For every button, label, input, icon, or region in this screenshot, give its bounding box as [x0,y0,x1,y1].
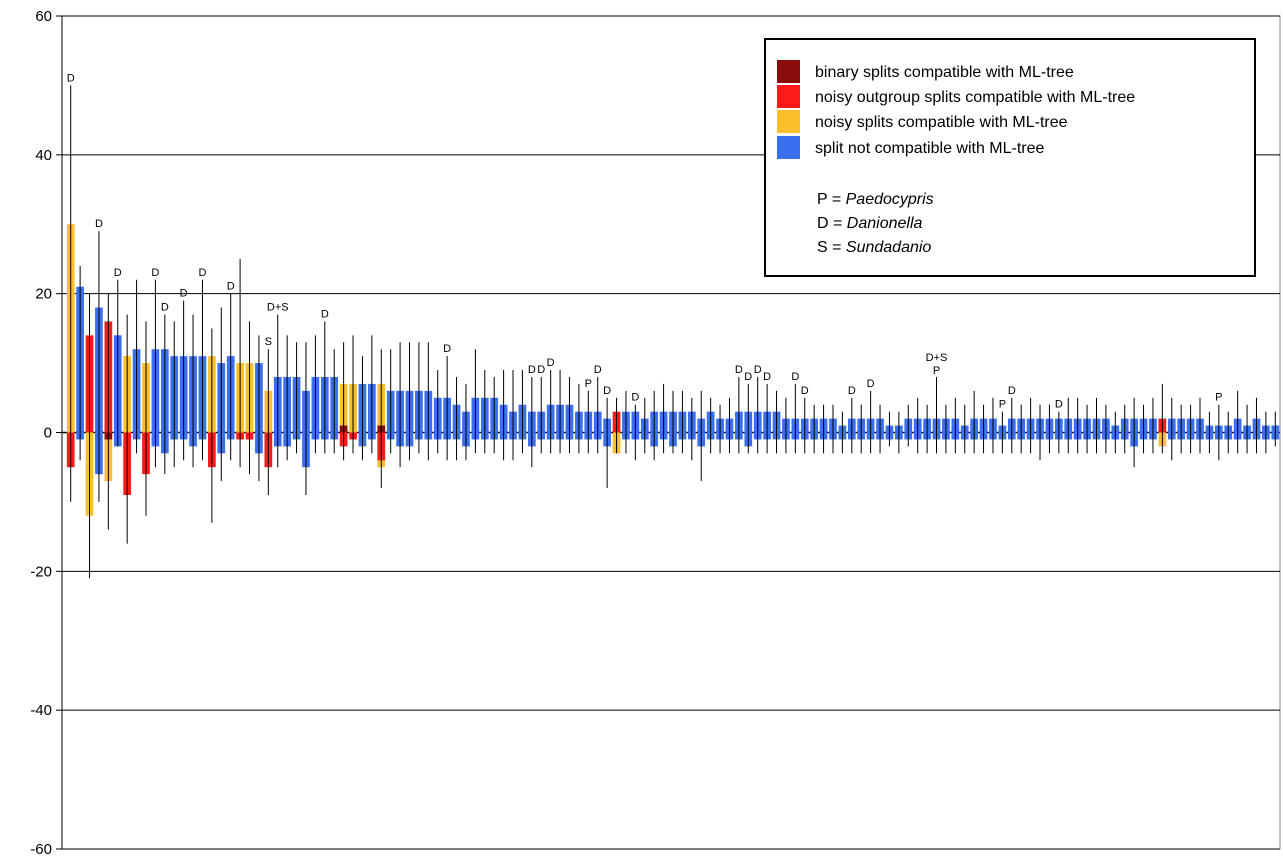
taxon-annotation: D [594,364,602,376]
taxon-annotation: D [754,364,762,376]
legend-box [764,38,1256,277]
legend-swatch-binary [777,60,800,83]
taxon-annotation: D [198,267,206,279]
taxon-annotation: D [537,364,545,376]
legend-swatch-noisy [777,110,800,133]
taxon-annotation: D [867,378,875,390]
y-axis: 60 40 20 0 -20 -40 -60 [30,8,63,858]
taxon-annotation: D [95,218,103,230]
taxon-annotation: D [848,385,856,397]
y-tick-label: 0 [44,425,52,442]
legend-swatch-incompatible [777,136,800,159]
taxon-annotation: D [791,371,799,383]
taxon-annotation: D+S [926,352,948,364]
y-tick-label: 20 [35,286,52,303]
taxon-annotation: D [631,392,639,404]
legend-label-binary: binary splits compatible with ML-tree [815,64,1074,81]
taxon-annotation: D [151,267,159,279]
taxon-annotation: D [443,343,451,355]
legend-swatch-outgroup [777,85,800,108]
taxon-annotation: D [603,385,611,397]
taxon-annotation: D [180,288,188,300]
y-tick-label: 60 [35,8,52,25]
taxon-annotation: P [999,399,1006,411]
taxon-annotation: D [744,371,752,383]
abbrev-paedocypris: P = Paedocypris [817,191,934,208]
taxon-annotation: D [321,308,329,320]
taxon-annotation: D [801,385,809,397]
abbrev-sundadanio: S = Sundadanio [817,239,931,256]
legend-label-outgroup: noisy outgroup splits compatible with ML… [815,89,1135,106]
taxon-annotation: D [763,371,771,383]
y-tick-label: -60 [30,841,52,858]
taxon-annotation: D [528,364,536,376]
taxon-annotation: D [735,364,743,376]
taxon-annotation: D [227,281,235,293]
taxon-annotation: S [265,336,272,348]
taxon-annotation: D [1055,399,1063,411]
bars [66,224,1280,516]
taxon-annotation: D [1008,385,1016,397]
legend: binary splits compatible with ML-tree no… [764,38,1256,277]
y-tick-label: -20 [30,563,52,580]
y-tick-label: 40 [35,147,52,164]
taxon-annotation: D+S [267,301,289,313]
taxon-annotation: D [161,301,169,313]
taxon-annotation: P [933,365,940,377]
taxon-annotation: D [114,267,122,279]
taxon-annotation: D [547,357,555,369]
taxon-annotation: P [1215,392,1222,404]
legend-label-noisy: noisy splits compatible with ML-tree [815,114,1068,131]
taxon-annotation: P [585,378,592,390]
legend-label-incompatible: split not compatible with ML-tree [815,140,1045,157]
y-tick-label: -40 [30,702,52,719]
taxon-annotation: D [67,72,75,84]
abbrev-danionella: D = Danionella [817,215,923,232]
